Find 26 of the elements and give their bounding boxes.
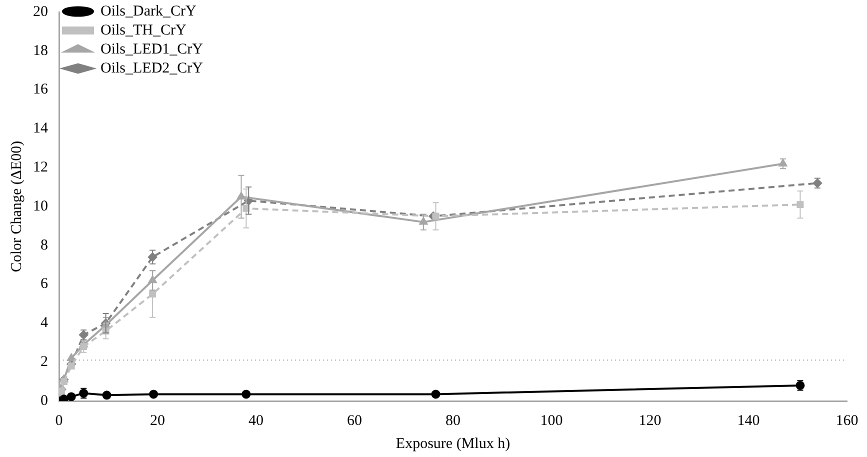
y-tick-label: 18 (33, 42, 48, 59)
x-axis-title: Exposure (Mlux h) (396, 436, 510, 452)
y-tick-label: 0 (40, 392, 48, 409)
y-tick-label: 8 (40, 237, 48, 254)
x-tick-label: 160 (836, 412, 858, 429)
y-tick-label: 4 (40, 315, 48, 332)
y-tick-label: 10 (33, 198, 48, 214)
legend-label: Oils_TH_CrY (100, 22, 186, 38)
x-tick-label: 40 (248, 412, 264, 429)
legend-label: Oils_Dark_CrY (100, 3, 196, 20)
x-tick-label: 80 (446, 412, 460, 429)
x-tick-label: 0 (55, 412, 63, 429)
y-tick-label: 20 (33, 4, 48, 20)
legend-label: Oils_LED1_CrY (100, 41, 204, 58)
x-tick-label: 20 (150, 412, 165, 429)
x-tick-label: 140 (737, 412, 760, 429)
y-tick-label: 6 (40, 276, 48, 292)
y-tick-label: 14 (33, 120, 48, 137)
x-tick-label: 100 (540, 412, 563, 429)
y-tick-label: 12 (33, 160, 48, 176)
y-tick-label: 2 (40, 354, 48, 370)
x-tick-label: 60 (347, 412, 362, 429)
y-axis-title: Color Change (ΔE00) (8, 140, 25, 272)
x-tick-label: 120 (638, 412, 662, 429)
legend-label: Oils_LED2_CrY (100, 60, 204, 76)
y-tick-label: 16 (33, 82, 48, 98)
